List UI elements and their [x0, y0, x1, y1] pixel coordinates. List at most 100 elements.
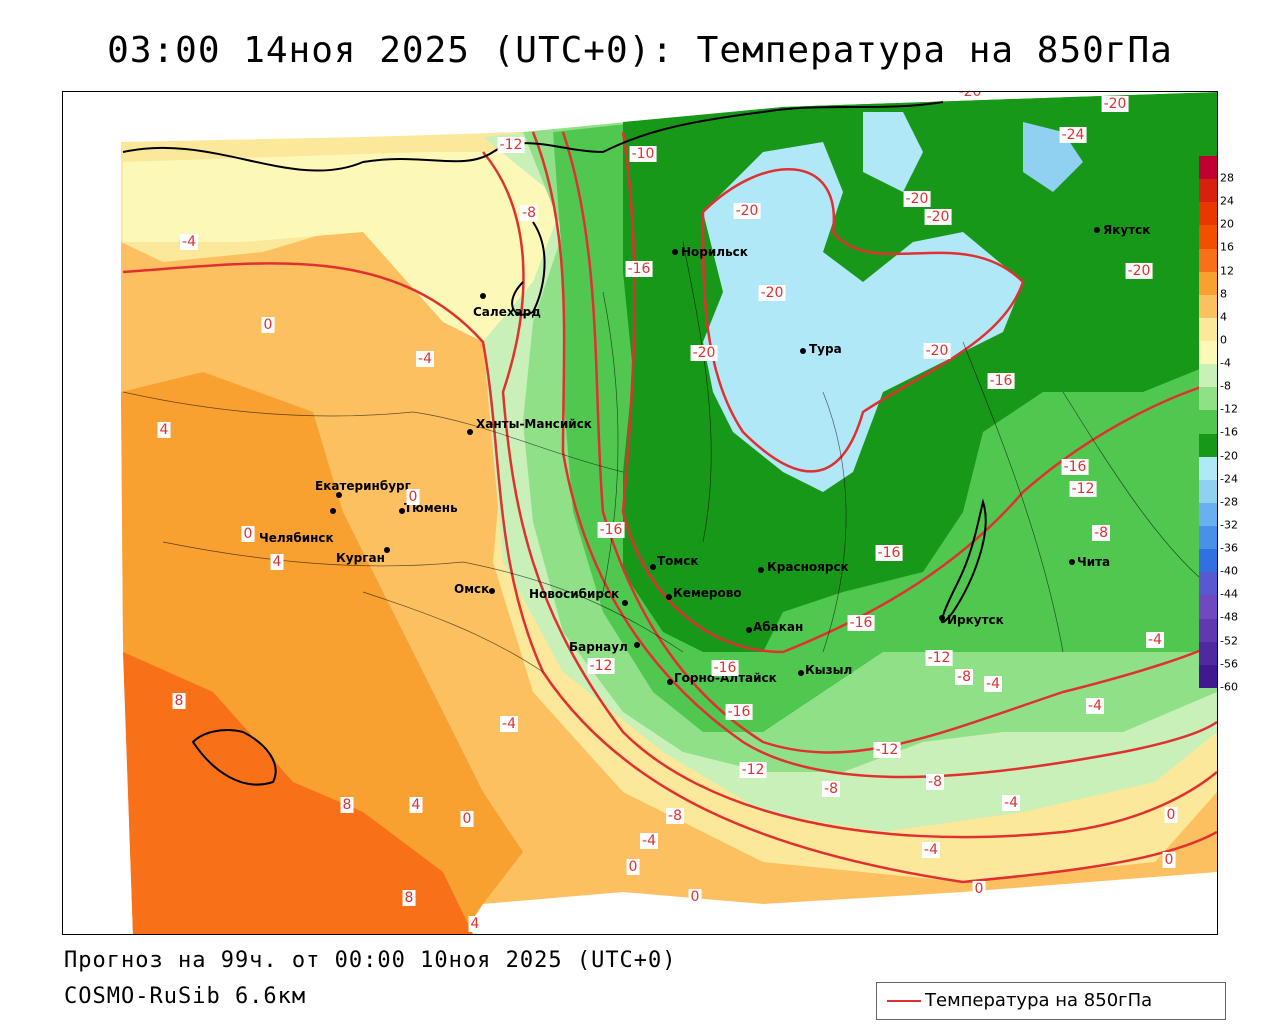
color-scale-bar — [1199, 156, 1217, 689]
isotherm-minus8 — [531, 131, 1217, 779]
scale-segment — [1199, 271, 1217, 296]
isotherm-label: -4 — [1086, 698, 1104, 714]
isotherm-minus4 — [482, 151, 1217, 839]
scale-segment — [1199, 341, 1217, 365]
isotherm-label: -8 — [666, 808, 684, 824]
scale-label: -44 — [1220, 587, 1238, 601]
city-dot — [672, 249, 678, 255]
forecast-info: Прогноз на 99ч. от 00:00 10ноя 2025 (UTC… — [64, 948, 677, 973]
isotherm-label: -20 — [923, 343, 951, 359]
isotherm-label: 8 — [172, 693, 186, 709]
city-barnaul[interactable]: Барнаул — [569, 640, 628, 654]
map-panel[interactable]: Норильск Якутск Салехард Тура Ханты-Манс… — [62, 91, 1218, 935]
scale-label: -36 — [1220, 541, 1238, 555]
scale-segment — [1199, 595, 1217, 620]
city-dot — [758, 567, 764, 573]
city-dot — [667, 679, 673, 685]
admin-borders — [122, 241, 1217, 673]
scale-segment — [1199, 572, 1217, 596]
city-dot — [800, 348, 806, 354]
isotherm-label: -8 — [1092, 525, 1110, 541]
isotherm-label: -16 — [847, 615, 875, 631]
city-krasnoyarsk[interactable]: Красноярск — [767, 560, 849, 574]
domain-cold-zone — [703, 142, 1023, 492]
city-norilsk[interactable]: Норильск — [681, 245, 748, 259]
city-abakan[interactable]: Абакан — [753, 620, 804, 634]
city-dot — [489, 588, 495, 594]
isotherm-label: -20 — [690, 345, 718, 361]
isotherm-label: -16 — [875, 545, 903, 561]
city-dot — [650, 564, 656, 570]
city-irkutsk[interactable]: Иркутск — [947, 613, 1004, 627]
isotherm-label: -20 — [924, 209, 952, 225]
scale-segment — [1199, 179, 1217, 203]
city-ekaterinburg[interactable]: Екатеринбург — [315, 479, 411, 493]
isotherm-label: 8 — [402, 890, 416, 906]
isotherm-label: 0 — [688, 889, 702, 905]
scale-segment — [1199, 387, 1217, 411]
isotherm-label: -8 — [822, 781, 840, 797]
scale-label: -52 — [1220, 634, 1238, 648]
city-kyzyl[interactable]: Кызыл — [805, 663, 853, 677]
scale-label: 20 — [1220, 217, 1234, 231]
isotherm-label: 4 — [468, 916, 482, 932]
city-dot — [480, 293, 486, 299]
scale-segment — [1199, 294, 1217, 319]
scale-segment — [1199, 456, 1217, 481]
city-khanty-mansiysk[interactable]: Ханты-Мансийск — [476, 417, 592, 431]
isotherm-label: -4 — [500, 716, 518, 732]
isotherm-label: -16 — [725, 704, 753, 720]
isotherm-label: -16 — [1061, 459, 1089, 475]
city-gorno-altaysk[interactable]: Горно-Алтайск — [674, 671, 777, 685]
city-yakutsk[interactable]: Якутск — [1103, 223, 1151, 237]
city-dot — [384, 547, 390, 553]
scale-label: 16 — [1220, 240, 1234, 254]
scale-label: -16 — [1220, 425, 1238, 439]
isotherm-label: 0 — [972, 881, 986, 897]
isotherm-label: -24 — [1059, 127, 1087, 143]
isotherm-label: -12 — [1069, 481, 1097, 497]
city-tura[interactable]: Тура — [809, 342, 842, 356]
arctic-coast — [122, 101, 944, 172]
scale-label: -48 — [1220, 610, 1238, 624]
legend: Температура на 850гПа — [876, 982, 1226, 1020]
scale-label: 8 — [1220, 287, 1227, 301]
city-dot — [798, 670, 804, 676]
scale-segment — [1199, 641, 1217, 666]
city-dot — [622, 600, 628, 606]
scale-label: -60 — [1220, 680, 1238, 694]
legend-line-swatch — [887, 1000, 921, 1002]
city-kurgan[interactable]: Курган — [336, 551, 385, 565]
isotherm-label: 0 — [241, 526, 255, 542]
city-kemerovo[interactable]: Кемерово — [673, 586, 742, 600]
isotherm-label: 4 — [409, 797, 423, 813]
isotherm-label: -4 — [1146, 632, 1164, 648]
isotherm-label: -4 — [1002, 795, 1020, 811]
isotherm-label: -20 — [1101, 96, 1129, 112]
scale-label: 0 — [1220, 333, 1227, 347]
city-dot — [1094, 227, 1100, 233]
city-chelyabinsk[interactable]: Челябинск — [259, 531, 334, 545]
outside-domain-south — [493, 872, 1217, 934]
isotherm-label: -4 — [640, 833, 658, 849]
model-name: COSMO-RuSib 6.6км — [64, 984, 307, 1009]
isotherm-label: -20 — [1125, 263, 1153, 279]
isotherm-label: -16 — [711, 660, 739, 676]
scale-label: 28 — [1220, 171, 1234, 185]
isotherm-label: 0 — [460, 811, 474, 827]
scale-segment — [1199, 479, 1217, 504]
isotherm-label: -4 — [180, 234, 198, 250]
city-dot — [666, 594, 672, 600]
legend-label: Температура на 850гПа — [925, 990, 1153, 1011]
city-tomsk[interactable]: Томск — [657, 554, 699, 568]
isotherm-label: 4 — [157, 422, 171, 438]
isotherm-label: -4 — [922, 842, 940, 858]
city-omsk[interactable]: Омск — [454, 582, 490, 596]
city-dot — [746, 627, 752, 633]
city-salekhard[interactable]: Салехард — [473, 305, 541, 319]
scale-label: -28 — [1220, 495, 1238, 509]
outside-domain-west — [63, 92, 121, 934]
isotherm-minus16 — [621, 131, 1217, 654]
city-chita[interactable]: Чита — [1077, 555, 1111, 569]
city-novosibirsk[interactable]: Новосибирск — [529, 587, 620, 601]
